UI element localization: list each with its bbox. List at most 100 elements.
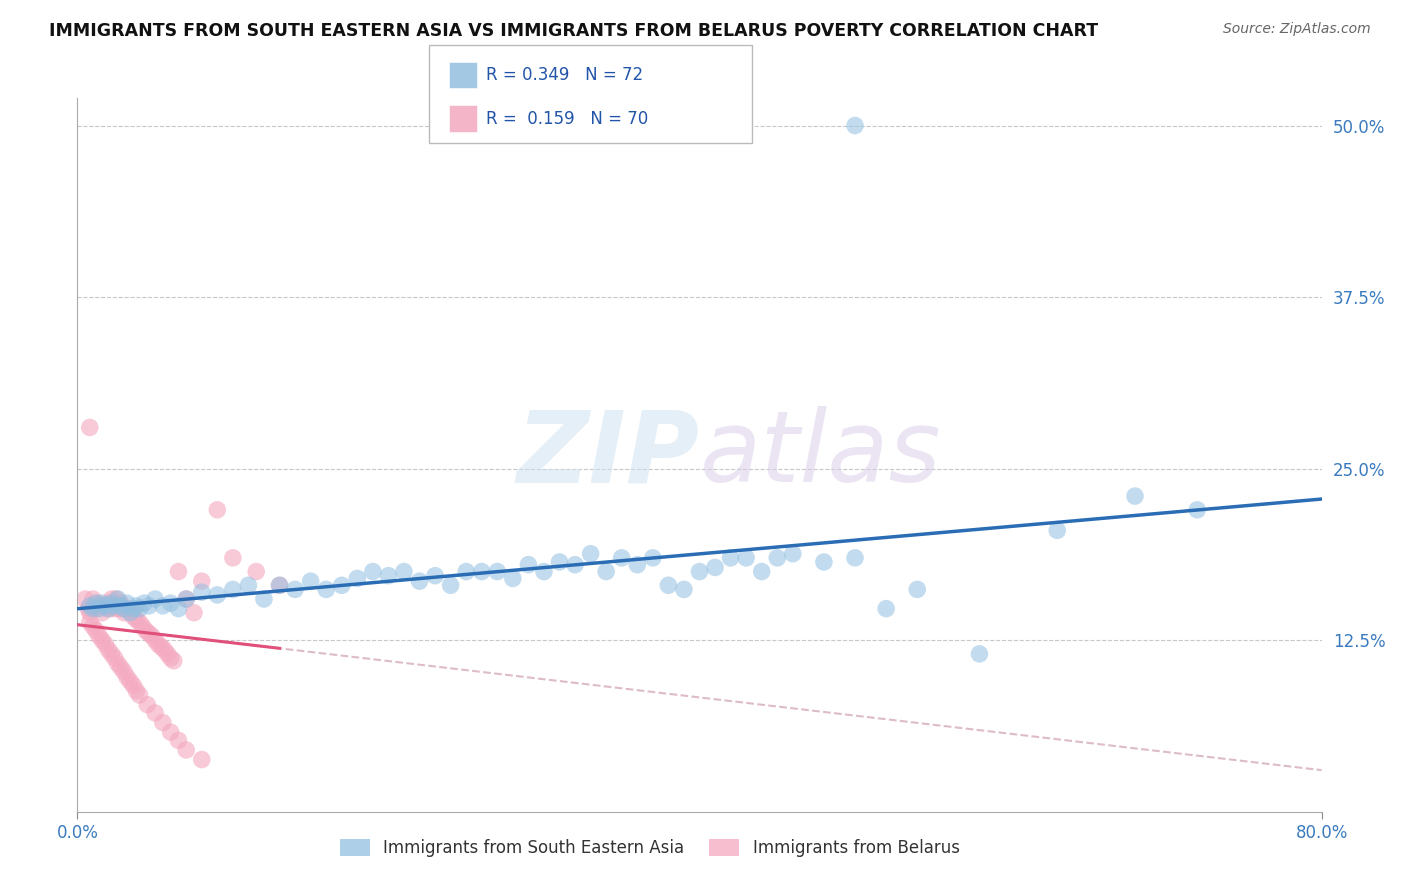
Point <box>112 601 135 615</box>
Point <box>87 601 110 615</box>
Text: IMMIGRANTS FROM SOUTH EASTERN ASIA VS IMMIGRANTS FROM BELARUS POVERTY CORRELATIO: IMMIGRANTS FROM SOUTH EASTERN ASIA VS IM… <box>49 22 1098 40</box>
Point <box>253 592 276 607</box>
Point <box>751 565 773 579</box>
Point <box>440 578 463 592</box>
Point <box>94 637 117 651</box>
Point <box>101 599 124 613</box>
Text: Source: ZipAtlas.com: Source: ZipAtlas.com <box>1223 22 1371 37</box>
Point <box>91 596 114 610</box>
Point <box>115 670 138 684</box>
Point <box>100 596 122 610</box>
Point <box>269 578 291 592</box>
Point <box>299 574 322 589</box>
Point <box>79 615 101 630</box>
Point <box>517 558 540 572</box>
Point <box>125 599 148 613</box>
Point <box>96 601 118 615</box>
Point <box>207 503 229 517</box>
Point <box>183 606 205 620</box>
Point <box>377 568 399 582</box>
Point <box>77 601 100 615</box>
Point <box>94 599 117 613</box>
Point <box>167 565 190 579</box>
Point <box>579 547 602 561</box>
Point <box>163 654 186 668</box>
Point <box>125 613 148 627</box>
Point <box>97 601 120 615</box>
Point <box>689 565 711 579</box>
Point <box>91 633 114 648</box>
Point <box>207 588 229 602</box>
Point <box>1046 524 1069 538</box>
Point <box>1123 489 1146 503</box>
Point <box>141 629 163 643</box>
Point <box>134 596 156 610</box>
Point <box>79 420 101 434</box>
Point <box>502 571 524 585</box>
Point <box>120 606 142 620</box>
Point <box>269 578 291 592</box>
Point <box>91 606 114 620</box>
Point <box>82 592 104 607</box>
Point <box>131 619 153 633</box>
Point <box>610 550 633 565</box>
Point <box>672 582 695 597</box>
Point <box>97 642 120 657</box>
Text: R =  0.159   N = 70: R = 0.159 N = 70 <box>486 110 648 128</box>
Point <box>152 599 174 613</box>
Point <box>844 550 866 565</box>
Point <box>107 599 129 613</box>
Point <box>128 615 150 630</box>
Point <box>626 558 648 572</box>
Point <box>174 592 197 607</box>
Point <box>735 550 758 565</box>
Point <box>122 678 145 692</box>
Point <box>79 599 101 613</box>
Point <box>75 592 97 607</box>
Point <box>875 601 897 615</box>
Point <box>595 565 617 579</box>
Point <box>159 725 181 739</box>
Point <box>423 568 446 582</box>
Point <box>456 565 478 579</box>
Point <box>548 555 571 569</box>
Point <box>152 715 174 730</box>
Point <box>97 596 120 610</box>
Point <box>148 637 170 651</box>
Point <box>153 642 176 657</box>
Point <box>720 550 742 565</box>
Point <box>87 629 110 643</box>
Point <box>905 582 928 597</box>
Point <box>90 599 112 613</box>
Point <box>167 601 190 615</box>
Point <box>641 550 664 565</box>
Point <box>105 592 128 607</box>
Point <box>156 647 179 661</box>
Point <box>128 601 150 615</box>
Point <box>159 596 181 610</box>
Point <box>112 665 135 679</box>
Point <box>167 733 190 747</box>
Point <box>104 601 127 615</box>
Point <box>120 674 142 689</box>
Point <box>471 565 494 579</box>
Point <box>82 619 104 633</box>
Point <box>115 596 138 610</box>
Point <box>222 582 245 597</box>
Point <box>128 688 150 702</box>
Point <box>191 574 214 589</box>
Point <box>143 706 166 720</box>
Point <box>222 550 245 565</box>
Point <box>174 592 197 607</box>
Point <box>657 578 679 592</box>
Point <box>120 606 142 620</box>
Point <box>110 599 132 613</box>
Point <box>346 571 368 585</box>
Point <box>315 582 337 597</box>
Point <box>104 651 127 665</box>
Point <box>361 565 384 579</box>
Point <box>111 601 134 615</box>
Point <box>82 601 104 615</box>
Point <box>1187 503 1209 517</box>
Text: R = 0.349   N = 72: R = 0.349 N = 72 <box>486 66 644 84</box>
